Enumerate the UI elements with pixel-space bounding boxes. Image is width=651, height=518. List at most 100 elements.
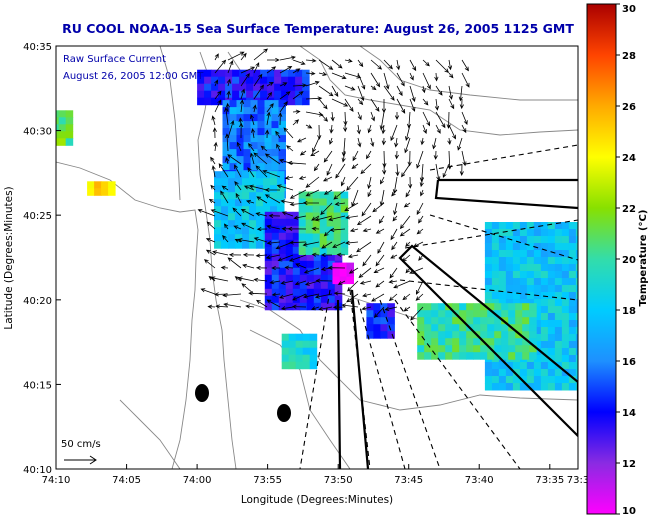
sst-cell [561, 327, 570, 335]
sst-cell [540, 355, 549, 363]
current-vector [292, 68, 301, 74]
current-vector [232, 207, 242, 217]
colorbar-tick-label: 24 [622, 153, 636, 164]
sst-cell [512, 285, 521, 293]
sst-cell [417, 345, 425, 353]
sst-cell [547, 306, 556, 314]
sst-cell [218, 69, 226, 78]
sst-cell [58, 124, 67, 132]
sst-cell [519, 243, 528, 251]
colorbar-tick-label: 30 [622, 4, 636, 15]
sst-cell [305, 212, 314, 220]
sst-cell [309, 347, 318, 356]
sst-cell [302, 340, 311, 349]
sst-cell [491, 362, 500, 370]
sst-cell [271, 114, 279, 122]
sst-cell [508, 352, 516, 360]
current-vector [405, 241, 411, 248]
sst-cell [299, 260, 308, 269]
sst-cell [505, 257, 514, 265]
current-vector [442, 163, 450, 178]
current-vector [416, 228, 424, 235]
current-vector [276, 184, 294, 191]
sst-cell [540, 264, 549, 272]
current-vector [405, 124, 411, 141]
sst-cell [306, 260, 315, 269]
sst-cell [512, 362, 521, 370]
current-vector [298, 175, 307, 180]
sst-cell [501, 303, 509, 311]
sst-cell [554, 306, 563, 314]
sst-cell [473, 317, 481, 325]
sst-cell [519, 299, 528, 307]
sst-cell [561, 299, 570, 307]
sst-cell [540, 271, 549, 279]
sst-cell [256, 234, 264, 242]
current-vector [348, 267, 359, 274]
sst-cell [561, 355, 570, 363]
sst-cell [540, 222, 549, 230]
sst-cell [547, 383, 556, 391]
sst-cell [505, 369, 514, 377]
sst-cell [270, 185, 278, 193]
sst-cell [313, 274, 322, 283]
sst-cell [334, 295, 343, 304]
sst-cell [327, 267, 336, 276]
sst-cell [491, 285, 500, 293]
sst-cell [332, 262, 340, 271]
sst-cell [288, 97, 296, 106]
current-vector [279, 55, 296, 61]
sst-cell [270, 206, 278, 214]
sst-cell [309, 333, 318, 342]
sst-cell [373, 317, 381, 325]
sst-cell [484, 257, 493, 265]
current-vector [380, 176, 385, 185]
sst-cell [257, 100, 265, 108]
sst-cell [333, 212, 342, 220]
sst-cell [380, 317, 388, 325]
sst-cell [313, 260, 322, 269]
sst-cell [547, 327, 556, 335]
sst-cell [508, 317, 516, 325]
sst-cell [312, 212, 321, 220]
current-vector [421, 85, 426, 94]
y-axis: 40:35 40:30 40:25 40:20 40:15 40:10 [23, 42, 61, 476]
sst-cell [243, 149, 251, 157]
sst-cell [554, 327, 563, 335]
sst-cell [299, 281, 308, 290]
sst-cell [281, 76, 289, 85]
current-vector [287, 226, 307, 231]
current-vector [211, 165, 216, 178]
sst-cell [305, 233, 314, 241]
sst-cell [480, 324, 488, 332]
current-vector [281, 211, 294, 217]
current-vector [280, 280, 294, 285]
sst-cell [257, 121, 265, 129]
sst-cell [242, 227, 250, 235]
current-vector [422, 72, 431, 90]
x-tick-label: 73:35 [535, 475, 564, 486]
sst-cell [236, 107, 244, 115]
current-vector [292, 91, 304, 100]
sst-cell [256, 178, 264, 186]
sst-cell [529, 324, 537, 332]
sst-cell [319, 226, 328, 234]
current-label: Raw Surface Current [63, 54, 166, 65]
current-vector [344, 98, 354, 112]
sst-cell [568, 383, 577, 391]
sst-cell [260, 90, 268, 99]
current-vector [331, 85, 339, 98]
sst-cell [547, 341, 556, 349]
current-vector [284, 175, 294, 180]
sst-cell [533, 299, 542, 307]
sst-cell [285, 295, 294, 304]
sst-cell [575, 271, 578, 279]
current-vector [329, 137, 333, 145]
colorbar [586, 3, 617, 515]
current-vector [390, 228, 398, 241]
sst-cell [229, 135, 237, 143]
sst-cell [540, 362, 549, 370]
sst-cell [512, 222, 521, 230]
sst-cell [232, 69, 240, 78]
sst-cell [519, 383, 528, 391]
